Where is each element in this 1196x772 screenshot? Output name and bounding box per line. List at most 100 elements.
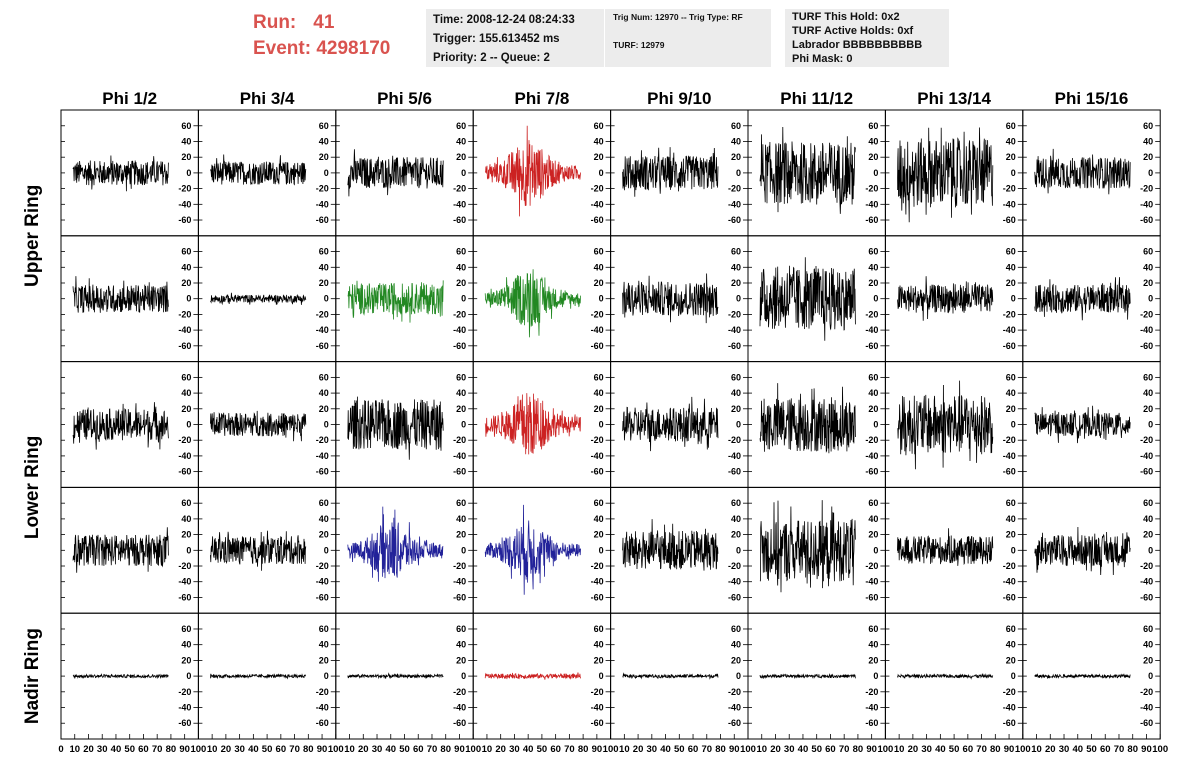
y-tick-label: 0: [186, 671, 191, 681]
y-tick-label: -20: [591, 184, 604, 194]
y-tick-label: 20: [1143, 530, 1153, 540]
y-tick-label: 60: [1006, 372, 1016, 382]
y-tick-label: -40: [316, 703, 329, 713]
x-tick-label: 80: [853, 744, 864, 755]
x-tick-label: 0: [58, 744, 63, 755]
y-tick-label: -40: [728, 451, 741, 461]
y-tick-label: 40: [731, 262, 741, 272]
y-tick-label: 40: [594, 514, 604, 524]
y-tick-label: 60: [1143, 247, 1153, 257]
y-tick-label: 60: [181, 121, 191, 131]
y-tick-label: 0: [461, 545, 466, 555]
event-value: 4298170: [316, 38, 391, 59]
y-tick-label: 60: [456, 247, 466, 257]
y-tick-label: 0: [186, 168, 191, 178]
waveform-trace: [897, 673, 994, 680]
x-tick-label: 20: [633, 744, 644, 755]
y-tick-label: 60: [594, 121, 604, 131]
y-tick-label: 20: [1006, 152, 1016, 162]
y-tick-label: -40: [591, 451, 604, 461]
y-tick-label: 20: [731, 278, 741, 288]
x-tick-label: 40: [935, 744, 946, 755]
y-tick-label: -40: [1140, 703, 1153, 713]
trigger-info-box: Trig Num: 12970 -- Trig Type: RF TURF: 1…: [605, 9, 771, 67]
x-tick-label: 100: [877, 744, 893, 755]
x-tick-label: 90: [179, 744, 190, 755]
x-tick-label: 10: [482, 744, 493, 755]
y-tick-label: -20: [453, 435, 466, 445]
y-tick-label: -60: [865, 592, 878, 602]
run-event-box: Run: 41 Event: 4298170: [253, 10, 390, 62]
x-tick-label: 70: [1114, 744, 1125, 755]
y-tick-label: 60: [1143, 498, 1153, 508]
y-tick-label: 40: [868, 514, 878, 524]
x-tick-label: 40: [523, 744, 534, 755]
waveform-trace: [622, 396, 719, 452]
x-tick-label: 90: [317, 744, 328, 755]
y-tick-label: -40: [728, 703, 741, 713]
y-tick-label: 40: [1006, 262, 1016, 272]
y-tick-label: 0: [873, 168, 878, 178]
y-tick-label: 40: [319, 262, 329, 272]
y-tick-label: 40: [594, 262, 604, 272]
waveform-trace: [484, 125, 581, 217]
y-tick-label: 20: [868, 655, 878, 665]
y-tick-label: 40: [731, 640, 741, 650]
y-tick-label: -60: [1140, 718, 1153, 728]
y-tick-label: -60: [1003, 467, 1016, 477]
y-tick-label: -60: [316, 592, 329, 602]
y-tick-label: -40: [865, 703, 878, 713]
y-tick-label: 40: [456, 262, 466, 272]
column-label: Phi 13/14: [917, 89, 991, 108]
turf-text: TURF: 12979: [613, 40, 665, 50]
y-tick-label: 0: [873, 545, 878, 555]
x-tick-label: 60: [138, 744, 149, 755]
y-tick-label: 0: [461, 294, 466, 304]
y-tick-label: -20: [1140, 309, 1153, 319]
y-tick-label: 60: [181, 247, 191, 257]
y-tick-label: 20: [181, 278, 191, 288]
x-tick-label: 80: [715, 744, 726, 755]
x-tick-label: 60: [688, 744, 699, 755]
y-tick-label: -60: [316, 467, 329, 477]
waveform-trace: [897, 528, 994, 566]
y-tick-label: 0: [736, 671, 741, 681]
row-label: Upper Ring: [22, 185, 43, 287]
y-tick-label: -20: [178, 687, 191, 697]
run-value: 41: [313, 12, 335, 33]
y-tick-label: 0: [324, 168, 329, 178]
y-tick-label: -60: [178, 467, 191, 477]
y-tick-label: 20: [456, 655, 466, 665]
y-tick-label: -40: [865, 199, 878, 209]
y-tick-label: 60: [456, 498, 466, 508]
x-tick-label: 10: [894, 744, 905, 755]
y-tick-label: 40: [1006, 640, 1016, 650]
column-label: Phi 11/12: [780, 89, 853, 108]
y-tick-label: -20: [1003, 687, 1016, 697]
x-tick-label: 80: [440, 744, 451, 755]
y-tick-label: 60: [181, 372, 191, 382]
y-tick-label: -60: [178, 718, 191, 728]
y-tick-label: 60: [868, 372, 878, 382]
x-tick-label: 10: [207, 744, 218, 755]
y-tick-label: 0: [599, 294, 604, 304]
turf-this-hold-text: TURF This Hold: 0x2: [792, 11, 900, 23]
y-tick-label: 60: [319, 372, 329, 382]
y-tick-label: -40: [728, 325, 741, 335]
y-tick-label: 20: [456, 278, 466, 288]
y-tick-label: 40: [1143, 514, 1153, 524]
x-tick-label: 80: [578, 744, 589, 755]
x-tick-label: 20: [358, 744, 369, 755]
x-tick-label: 80: [1127, 744, 1138, 755]
y-tick-label: 20: [731, 530, 741, 540]
y-tick-label: -20: [1140, 687, 1153, 697]
x-tick-label: 50: [674, 744, 685, 755]
y-tick-label: 20: [319, 530, 329, 540]
x-tick-label: 20: [221, 744, 232, 755]
waveform-trace: [484, 269, 581, 338]
waveform-trace: [347, 506, 444, 582]
x-tick-label: 10: [69, 744, 80, 755]
x-tick-label: 30: [97, 744, 108, 755]
y-tick-label: -40: [591, 199, 604, 209]
